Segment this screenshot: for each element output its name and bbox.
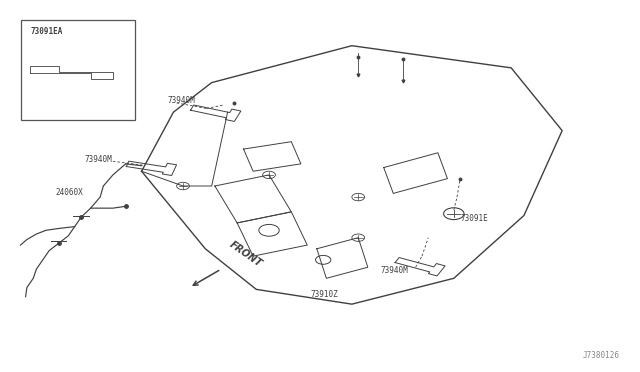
Text: 73091E: 73091E <box>460 214 488 223</box>
Text: 73910Z: 73910Z <box>310 290 338 299</box>
Bar <box>20 20 135 119</box>
Text: J7380126: J7380126 <box>582 350 620 359</box>
Text: 73940M: 73940M <box>381 266 408 275</box>
Text: 73940M: 73940M <box>167 96 195 105</box>
Text: 24060X: 24060X <box>56 188 83 197</box>
Text: 73940M: 73940M <box>84 155 112 164</box>
Text: FRONT: FRONT <box>228 240 264 269</box>
Text: 73091EA: 73091EA <box>30 27 63 36</box>
